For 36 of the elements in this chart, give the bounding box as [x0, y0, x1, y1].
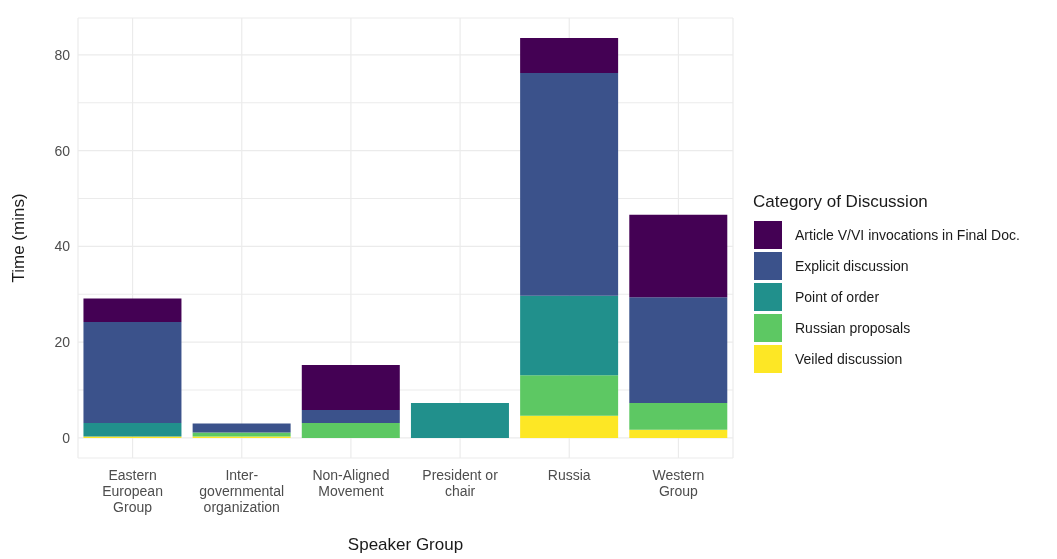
- x-tick-label: Non-Aligned Movement: [312, 467, 390, 499]
- bar: [520, 295, 619, 376]
- x-tick-label: Inter-governmental organization: [199, 467, 285, 515]
- x-tick-label: President or chair: [422, 467, 499, 499]
- legend-label: Russian proposals: [795, 320, 911, 336]
- bar: [83, 322, 182, 424]
- legend-title: Category of Discussion: [753, 191, 929, 212]
- y-tick-label: 0: [62, 429, 71, 446]
- bar: [629, 214, 728, 298]
- legend-label: Explicit discussion: [795, 258, 909, 274]
- legend-label: Veiled discussion: [795, 351, 903, 367]
- bar: [301, 423, 400, 438]
- bar: [629, 402, 728, 430]
- legend-label: Point of order: [795, 289, 880, 305]
- y-axis-title: Time (mins): [9, 193, 29, 283]
- bar: [629, 429, 728, 438]
- y-tick-label: 20: [54, 334, 71, 351]
- bar: [520, 38, 619, 74]
- y-tick-label: 60: [54, 142, 71, 159]
- bar: [192, 423, 291, 433]
- bar: [301, 410, 400, 424]
- x-axis-title: Speaker Group: [347, 535, 464, 554]
- bar: [301, 365, 400, 411]
- bar: [520, 375, 619, 416]
- y-tick-label: 80: [54, 46, 71, 63]
- bar: [410, 402, 509, 438]
- legend-label: Article V/VI invocations in Final Doc.: [795, 227, 1020, 243]
- x-tick-label: Eastern European Group: [102, 467, 163, 515]
- x-tick-label: Russia: [547, 467, 591, 483]
- bar: [83, 298, 182, 323]
- bar: [520, 73, 619, 296]
- bar: [83, 423, 182, 437]
- bar: [520, 415, 619, 438]
- x-tick-label: Western Group: [652, 467, 705, 499]
- y-tick-label: 40: [54, 238, 71, 255]
- bar: [629, 297, 728, 403]
